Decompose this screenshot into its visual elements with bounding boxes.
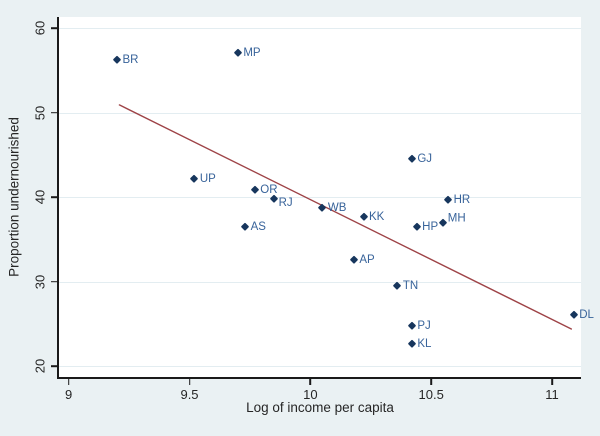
gridline-y-50	[59, 112, 581, 114]
point-label-AP: AP	[359, 254, 375, 267]
y-tick-60	[51, 27, 58, 29]
point-label-KK: KK	[369, 211, 385, 224]
x-tick-10.5	[430, 379, 432, 385]
x-tick-9.5	[188, 379, 191, 385]
x-tick-11	[551, 379, 553, 385]
point-label-HR: HR	[453, 194, 471, 207]
y-tick-30	[51, 280, 58, 283]
x-axis-title: Log of income per capita	[246, 400, 394, 415]
fit-line-layer	[118, 104, 573, 330]
x-tick-label-9: 9	[65, 387, 73, 402]
y-axis-title: Proportion undernourished	[6, 117, 22, 277]
gridline-y-30	[59, 281, 581, 283]
x-tick-9	[67, 379, 70, 385]
x-axis-line	[57, 377, 582, 379]
point-label-TN: TN	[402, 279, 419, 292]
y-tick-label-20: 20	[32, 358, 48, 374]
x-tick-label-10.5: 10.5	[418, 387, 444, 402]
point-label-BR: BR	[122, 53, 139, 66]
plot-area: BR MP UP OR RJ AS WB KK GJ HR HP MH AP TN PJ KL DL	[59, 17, 594, 378]
point-label-HP: HP	[422, 220, 439, 233]
gridline-y-40	[59, 197, 581, 199]
x-tick-label-11: 11	[545, 387, 559, 402]
y-axis-line	[57, 17, 60, 379]
x-tick-10	[309, 379, 312, 385]
y-tick-label-40: 40	[32, 189, 48, 205]
y-tick-50	[51, 111, 58, 114]
y-tick-40	[51, 196, 58, 198]
y-tick-label-60: 60	[32, 20, 48, 36]
point-label-MH: MH	[447, 212, 466, 225]
gridline-y-60	[59, 27, 581, 29]
point-label-RJ: RJ	[278, 196, 293, 209]
regression-fit-line	[118, 104, 573, 330]
y-tick-label-30: 30	[32, 274, 48, 289]
y-tick-label-50: 50	[32, 105, 48, 120]
point-label-MP: MP	[243, 47, 261, 60]
point-label-PJ: PJ	[417, 320, 431, 333]
point-label-UP: UP	[199, 173, 216, 186]
point-label-WB: WB	[327, 201, 347, 214]
y-tick-20	[51, 365, 58, 367]
x-tick-label-9.5: 9.5	[180, 387, 199, 402]
x-tick-label-10: 10	[303, 387, 318, 402]
point-label-AS: AS	[250, 220, 266, 233]
point-label-DL: DL	[579, 309, 594, 322]
gridline-y-20	[59, 366, 581, 368]
point-label-OR: OR	[260, 184, 278, 197]
point-label-KL: KL	[417, 337, 432, 350]
point-label-GJ: GJ	[417, 152, 433, 165]
